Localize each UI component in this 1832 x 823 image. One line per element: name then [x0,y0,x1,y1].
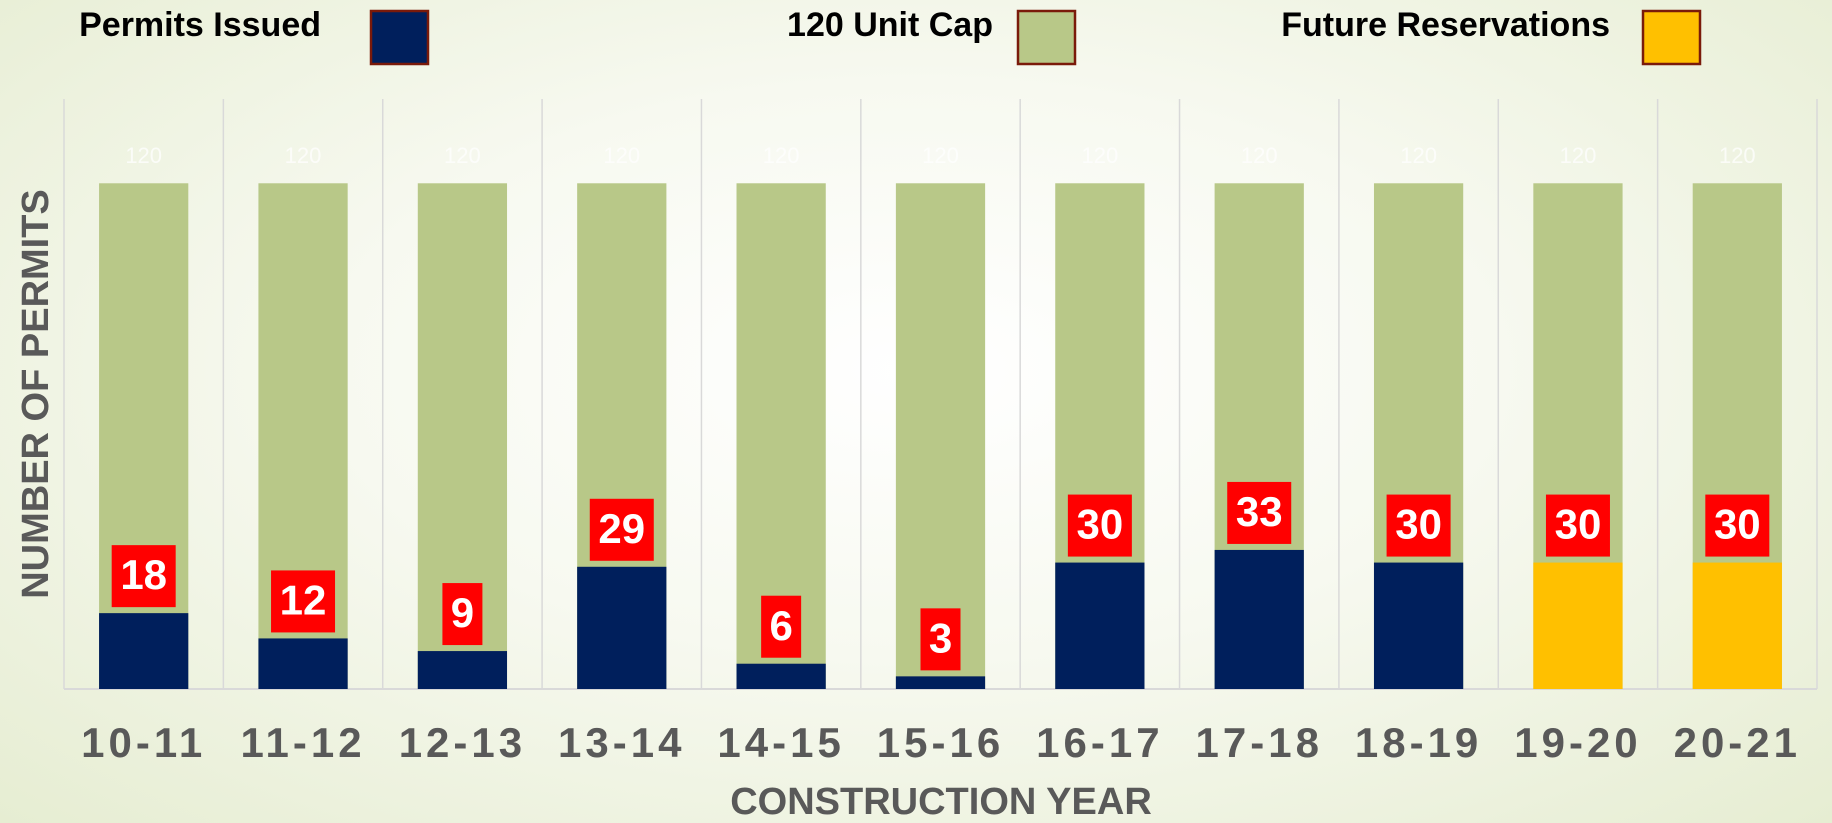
x-tick-label: 11-12 [240,719,365,766]
y-axis-title: NUMBER OF PERMITS [15,189,57,599]
bar [1533,562,1623,689]
x-tick-label: 17-18 [1196,719,1323,766]
data-label: 30 [1077,501,1124,548]
data-label-box [1227,481,1292,544]
x-tick-label: 14-15 [717,719,844,766]
data-label-box [1067,494,1132,557]
data-label-box [271,570,336,633]
cap-label: 120 [603,143,640,168]
legend-label: Future Reservations [1281,6,1610,44]
data-label: 9 [451,589,474,636]
data-label: 3 [929,614,952,661]
x-tick-label: 13-14 [558,719,685,766]
x-tick-label: 10-11 [81,719,206,766]
cap-label: 120 [1241,143,1278,168]
bar [417,651,508,689]
x-tick-label: 18-19 [1355,719,1482,766]
data-label-box [1705,494,1770,557]
legend-label: 120 Unit Cap [787,6,993,44]
cap-label: 120 [285,143,322,168]
data-label-box [1545,494,1610,557]
data-label: 33 [1236,488,1283,535]
legend-label: Permits Issued [79,6,321,44]
cap-label: 120 [922,143,959,168]
bar [1692,562,1782,689]
data-label-box [1386,494,1451,557]
data-label-box [589,498,654,561]
x-tick-label: 15-16 [877,719,1004,766]
bar [1214,549,1304,689]
cap-label: 120 [1560,143,1597,168]
cap-label: 120 [1400,143,1437,168]
x-tick-label: 16-17 [1036,719,1163,766]
data-label: 18 [120,551,167,598]
x-tick-label: 19-20 [1514,719,1641,766]
bar [577,566,667,689]
cap-label: 120 [1719,143,1756,168]
cap-label: 120 [763,143,800,168]
bar [895,183,986,690]
cap-label: 120 [444,143,481,168]
bar [736,663,826,689]
legend-swatch [1016,9,1077,66]
bar [1373,562,1464,689]
legend-swatch [369,9,430,66]
data-label: 30 [1395,501,1442,548]
data-label: 6 [769,602,792,649]
bar [895,676,986,689]
x-tick-label: 20-21 [1674,719,1801,766]
bar [258,638,348,689]
data-label-box [442,583,483,646]
bar [99,613,189,689]
data-label-box [920,608,961,671]
data-label-box [111,545,176,608]
cap-label: 120 [1082,143,1119,168]
data-label: 30 [1555,501,1602,548]
bar [1055,562,1145,689]
cap-label: 120 [125,143,162,168]
data-label: 30 [1714,501,1761,548]
data-label: 29 [598,505,645,552]
legend-swatch [1641,9,1702,66]
x-axis-title: CONSTRUCTION YEAR [730,781,1152,823]
data-label-box [761,595,802,658]
x-tick-label: 12-13 [399,719,526,766]
data-label: 12 [280,577,327,624]
